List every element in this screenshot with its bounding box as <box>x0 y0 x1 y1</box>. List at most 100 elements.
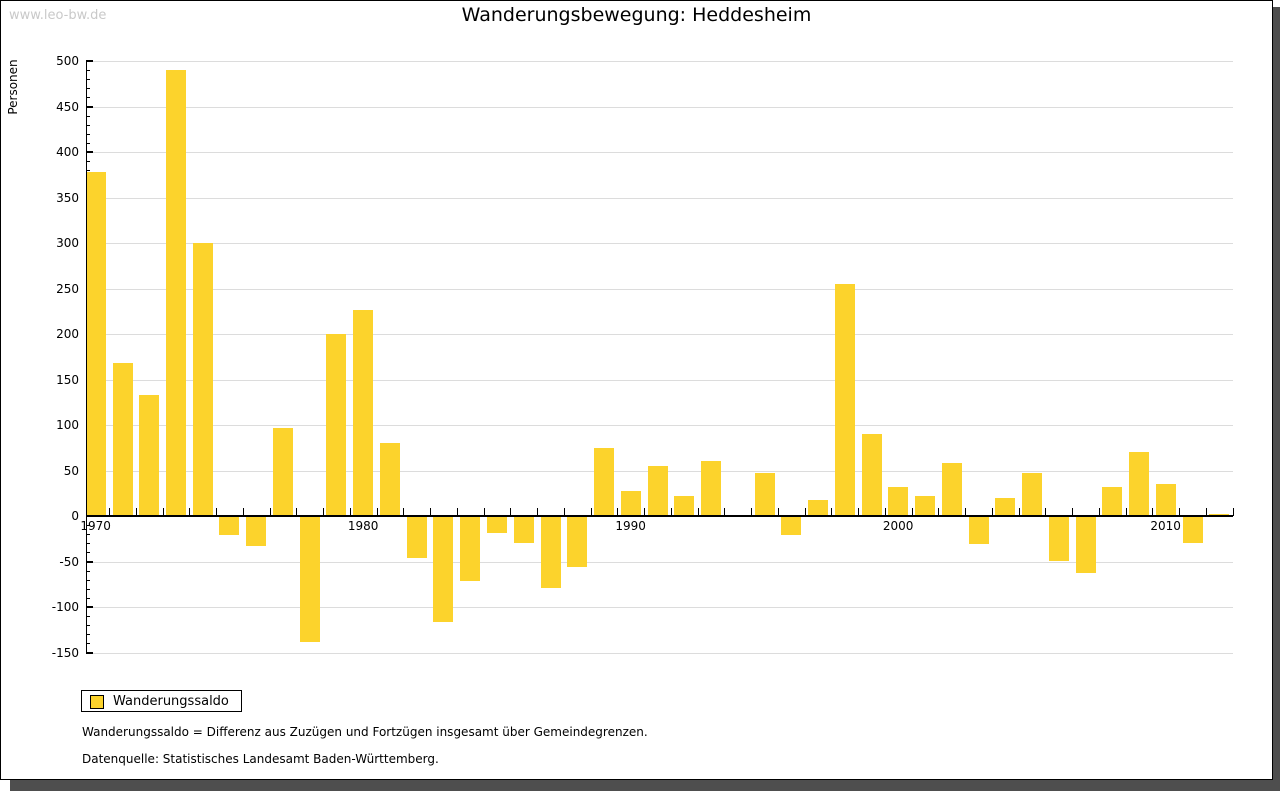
y-minor-tick <box>86 643 90 645</box>
x-tick <box>216 508 218 516</box>
bar-2008 <box>1102 486 1123 516</box>
footnote-source: Datenquelle: Statistisches Landesamt Bad… <box>82 752 439 766</box>
x-tick <box>1072 508 1074 516</box>
y-tick-label: 350 <box>56 190 79 205</box>
gridline <box>86 561 1233 563</box>
bar-1989 <box>594 447 614 517</box>
x-tick <box>751 508 753 516</box>
x-tick <box>189 508 191 516</box>
legend-label: Wanderungssaldo <box>113 694 229 709</box>
x-tick <box>831 508 833 516</box>
x-tick <box>1098 508 1100 516</box>
x-tick <box>1045 508 1047 516</box>
bar-1988 <box>567 517 588 568</box>
x-tick <box>349 508 351 516</box>
x-tick <box>483 508 485 516</box>
bar-2011 <box>1182 517 1203 543</box>
x-tick <box>777 508 779 516</box>
bar-1996 <box>781 517 802 536</box>
y-minor-tick <box>86 525 90 527</box>
bar-1999 <box>861 434 882 516</box>
x-tick <box>403 508 405 516</box>
y-tick-label: 200 <box>56 327 79 341</box>
y-minor-tick <box>86 124 90 126</box>
x-tick-label: 1990 <box>615 519 646 533</box>
x-tick <box>1179 508 1181 516</box>
x-tick <box>911 508 913 516</box>
bar-1984 <box>460 517 481 581</box>
bar-2007 <box>1075 517 1096 574</box>
bar-1970 <box>85 172 106 516</box>
y-major-tick <box>86 60 93 62</box>
x-tick <box>162 508 164 516</box>
bar-1981 <box>379 443 400 516</box>
y-minor-tick <box>86 616 90 618</box>
y-minor-tick <box>86 597 90 599</box>
y-minor-tick <box>86 543 90 545</box>
y-minor-tick <box>86 579 90 581</box>
y-axis-line <box>86 61 87 653</box>
bar-2000 <box>888 486 909 516</box>
x-tick-label: 1970 <box>80 519 111 533</box>
bar-2005 <box>1022 473 1042 516</box>
window-shadow-right <box>1273 7 1280 780</box>
bar-1972 <box>139 395 160 516</box>
y-minor-tick <box>86 570 90 572</box>
y-minor-tick <box>86 170 90 172</box>
x-tick-label: 1980 <box>347 519 379 533</box>
bar-1997 <box>808 499 828 516</box>
y-tick-label: 400 <box>56 145 79 159</box>
x-tick <box>1018 508 1020 516</box>
bar-2003 <box>968 517 989 545</box>
bar-1991 <box>647 465 668 516</box>
x-tick <box>537 508 539 516</box>
y-tick-label: 500 <box>56 54 79 68</box>
bar-1985 <box>486 517 507 534</box>
y-tick-label: 150 <box>56 372 79 387</box>
x-tick <box>376 508 378 516</box>
gridline <box>86 152 1233 153</box>
legend-box: Wanderungssaldo <box>81 690 242 712</box>
chart-title: Wanderungsbewegung: Heddesheim <box>461 4 812 26</box>
bar-1973 <box>165 70 186 516</box>
x-tick <box>1232 508 1234 516</box>
y-minor-tick <box>86 588 90 590</box>
y-minor-tick <box>86 552 90 554</box>
bar-2009 <box>1129 452 1149 516</box>
gridline <box>86 652 1233 654</box>
x-tick <box>456 508 458 516</box>
bar-2002 <box>941 463 962 516</box>
y-major-tick <box>86 606 93 608</box>
bar-1971 <box>112 363 133 516</box>
bar-2010 <box>1155 484 1176 516</box>
x-tick <box>858 508 860 516</box>
x-axis-line <box>86 515 1233 517</box>
footnote-definition: Wanderungssaldo = Differenz aus Zuzügen … <box>82 725 648 739</box>
gridline <box>86 334 1233 335</box>
bar-2004 <box>995 497 1016 516</box>
x-tick-label: 2010 <box>1150 519 1181 533</box>
y-minor-tick <box>86 142 90 144</box>
bar-2001 <box>915 496 935 516</box>
y-minor-tick <box>86 70 90 72</box>
y-tick-label: 100 <box>56 418 79 432</box>
bar-1976 <box>246 517 267 547</box>
bar-1979 <box>326 334 347 516</box>
bar-1987 <box>540 517 561 588</box>
gridline <box>86 288 1233 290</box>
x-tick <box>724 508 726 516</box>
x-tick <box>109 508 111 516</box>
gridline <box>86 197 1233 199</box>
y-minor-tick <box>86 634 90 636</box>
gridline <box>86 607 1233 608</box>
gridline <box>86 106 1233 108</box>
x-tick <box>938 508 940 516</box>
legend-swatch-icon <box>90 695 104 709</box>
y-minor-tick <box>86 79 90 81</box>
x-tick <box>269 508 271 516</box>
x-tick <box>563 508 565 516</box>
y-tick-label: 50 <box>63 463 79 478</box>
bar-1998 <box>834 283 855 516</box>
y-tick-label: -50 <box>59 554 79 569</box>
